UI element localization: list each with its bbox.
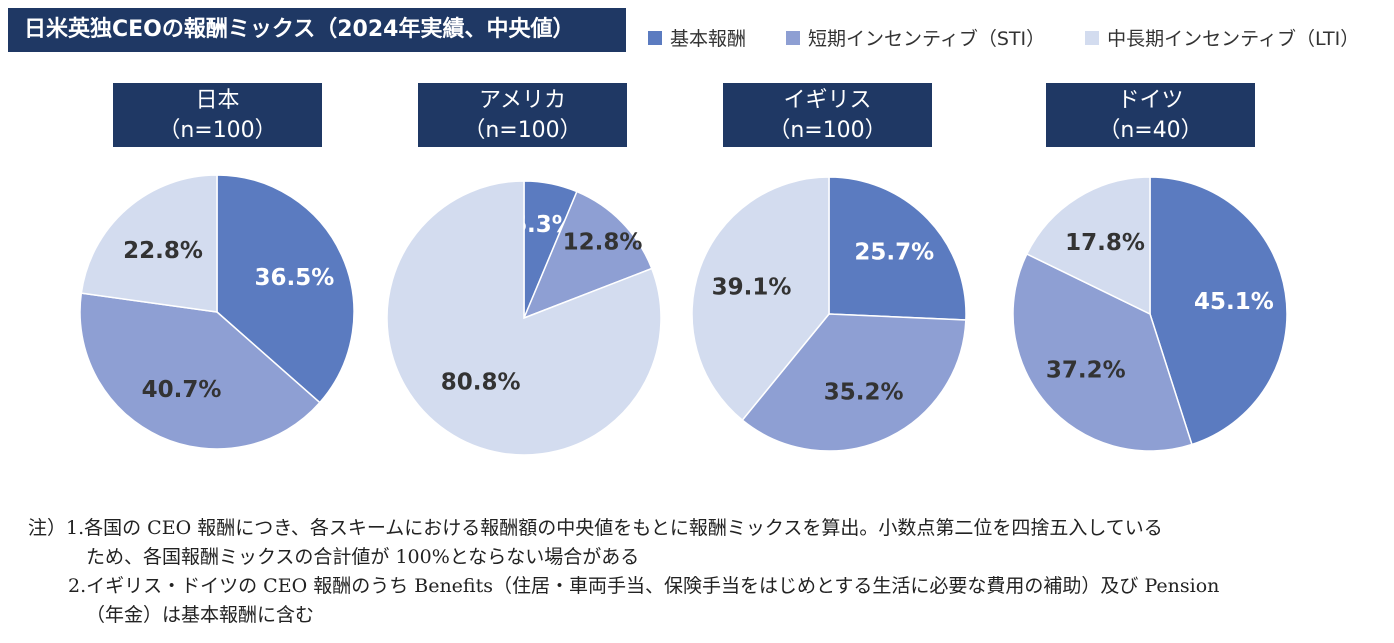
- legend-swatch-base-pay: [648, 30, 662, 45]
- footnotes: 注）1.各国の CEO 報酬につき、各スキームにおける報酬額の中央値をもとに報酬…: [28, 514, 1388, 630]
- pie-label-usa-lti: 80.8%: [441, 369, 521, 395]
- pie-label-uk-lti: 39.1%: [712, 274, 792, 300]
- footnote-1-continued: ため、各国報酬ミックスの合計値が 100%とならない場合がある: [86, 546, 640, 568]
- footnote-2: 2.イギリス・ドイツの CEO 報酬のうち Benefits（住居・車両手当、保…: [68, 575, 1220, 597]
- country-header-usa: アメリカ （n=100）: [418, 83, 627, 147]
- legend: 基本報酬 短期インセンティブ（STI） 中長期インセンティブ（LTI）: [648, 24, 1359, 51]
- legend-item-lti: 中長期インセンティブ（LTI）: [1085, 24, 1359, 51]
- pie-slice-uk-sti: [741, 313, 967, 452]
- legend-label-sti: 短期インセンティブ（STI）: [808, 28, 1046, 50]
- country-sample-usa: （n=100）: [463, 118, 582, 143]
- pie-slice-japan-lti: [80, 174, 218, 313]
- country-name-germany: ドイツ: [1117, 88, 1184, 113]
- country-sample-japan: （n=100）: [158, 118, 277, 143]
- country-header-japan: 日本 （n=100）: [113, 83, 322, 147]
- footnote-2-continued: （年金）は基本報酬に含む: [86, 604, 315, 626]
- pie-label-japan-lti: 22.8%: [123, 238, 203, 264]
- country-sample-germany: （n=40）: [1098, 118, 1203, 143]
- pie-slice-usa-lti: [386, 180, 662, 456]
- pie-slice-usa-sti: [522, 190, 653, 320]
- footnote-1: 注）1.各国の CEO 報酬につき、各スキームにおける報酬額の中央値をもとに報酬…: [28, 514, 1388, 543]
- country-name-japan: 日本: [195, 88, 240, 113]
- pie-label-uk-base-pay: 25.7%: [854, 239, 934, 265]
- pie-slice-uk-base-pay: [828, 176, 967, 321]
- legend-item-base-pay: 基本報酬: [648, 24, 746, 51]
- footnote-prefix: 注）: [28, 517, 67, 539]
- country-header-uk: イギリス （n=100）: [723, 83, 932, 147]
- pie-slice-germany-base-pay: [1149, 176, 1288, 446]
- country-sample-uk: （n=100）: [768, 118, 887, 143]
- pie-slice-japan-base-pay: [216, 174, 355, 404]
- pie-label-japan-sti: 40.7%: [142, 377, 222, 403]
- pie-slice-uk-lti: [691, 176, 830, 422]
- legend-label-lti: 中長期インセンティブ（LTI）: [1107, 28, 1360, 50]
- pie-slice-germany-lti: [1025, 176, 1151, 316]
- pie-label-germany-base-pay: 45.1%: [1194, 289, 1274, 315]
- pie-label-germany-lti: 17.8%: [1065, 230, 1145, 256]
- pie-slice-germany-sti: [1012, 252, 1193, 452]
- legend-swatch-sti: [786, 30, 801, 45]
- footnote-1-text: 1.各国の CEO 報酬につき、各スキームにおける報酬額の中央値をもとに報酬ミッ…: [66, 517, 1163, 539]
- pie-label-germany-sti: 37.2%: [1046, 358, 1126, 384]
- pie-label-uk-sti: 35.2%: [824, 380, 904, 406]
- legend-label-base-pay: 基本報酬: [670, 28, 747, 50]
- country-name-usa: アメリカ: [479, 88, 566, 113]
- chart-title: 日米英独CEOの報酬ミックス（2024年実績、中央値）: [8, 8, 626, 52]
- pie-slice-japan-sti: [79, 292, 321, 450]
- country-header-germany: ドイツ （n=40）: [1046, 83, 1255, 147]
- legend-swatch-lti: [1085, 30, 1100, 45]
- country-name-uk: イギリス: [783, 88, 872, 113]
- pie-label-japan-base-pay: 36.5%: [255, 265, 335, 291]
- legend-item-sti: 短期インセンティブ（STI）: [786, 24, 1045, 51]
- pie-label-usa-sti: 12.8%: [563, 230, 643, 256]
